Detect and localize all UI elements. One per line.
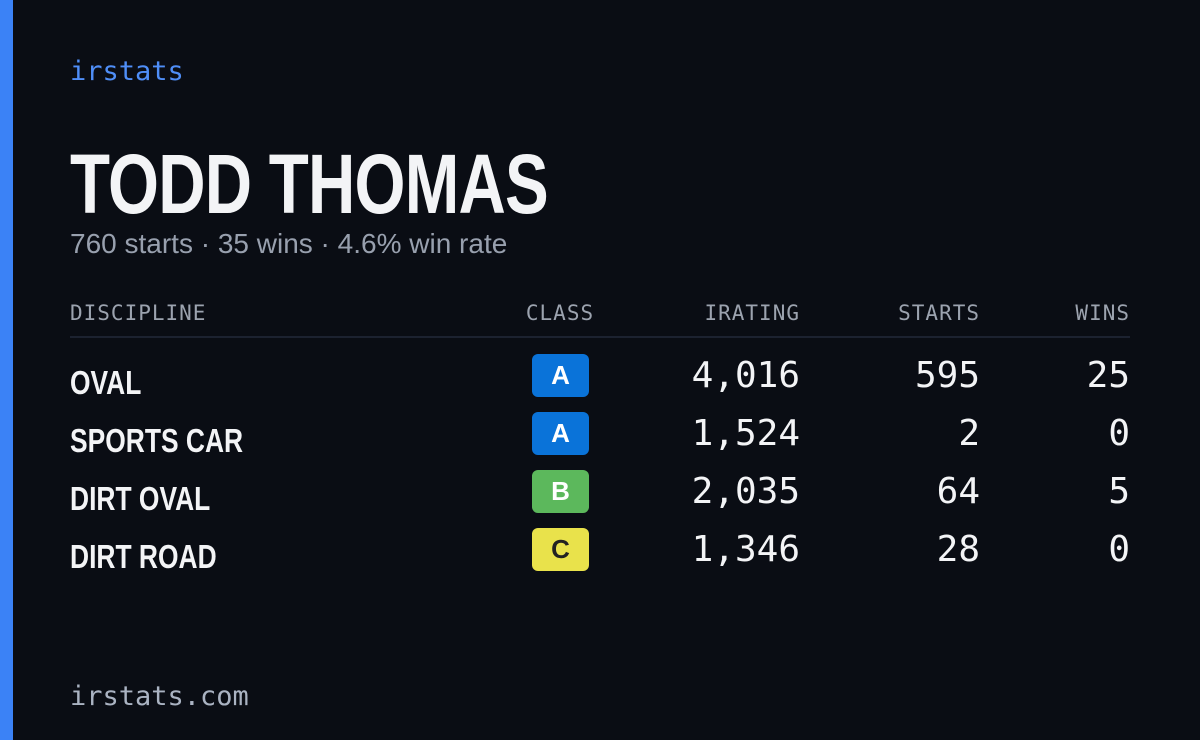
wins: 0 <box>1108 529 1130 570</box>
brand: irstats <box>70 56 184 87</box>
discipline: SPORTS CAR <box>70 422 244 459</box>
irating: 1,346 <box>691 529 800 570</box>
wins: 0 <box>1108 413 1130 454</box>
driver-summary: 760 starts · 35 wins · 4.6% win rate <box>70 228 508 259</box>
header-discipline: DISCIPLINE <box>70 301 207 325</box>
class-badge: C <box>532 528 589 571</box>
discipline: OVAL <box>70 364 142 401</box>
starts: 2 <box>958 413 980 454</box>
discipline: DIRT OVAL <box>70 480 211 517</box>
driver-name: TODD THOMAS <box>70 137 549 231</box>
starts: 28 <box>936 529 980 570</box>
header-rule <box>70 336 1130 338</box>
header-wins: WINS <box>1075 301 1130 325</box>
wins: 25 <box>1086 355 1130 396</box>
wins: 5 <box>1108 471 1130 512</box>
discipline: DIRT ROAD <box>70 538 217 575</box>
irating: 4,016 <box>691 355 800 396</box>
header-irating: IRATING <box>704 301 800 325</box>
header-class: CLASS <box>525 301 595 325</box>
accent-bar <box>0 0 13 740</box>
irating: 2,035 <box>691 471 800 512</box>
class-badge: A <box>532 354 589 397</box>
starts: 595 <box>914 355 980 396</box>
class-badge: B <box>532 470 589 513</box>
starts: 64 <box>936 471 980 512</box>
footer: irstats.com <box>70 681 249 712</box>
class-badge: A <box>532 412 589 455</box>
irating: 1,524 <box>691 413 800 454</box>
header-starts: STARTS <box>898 301 980 325</box>
